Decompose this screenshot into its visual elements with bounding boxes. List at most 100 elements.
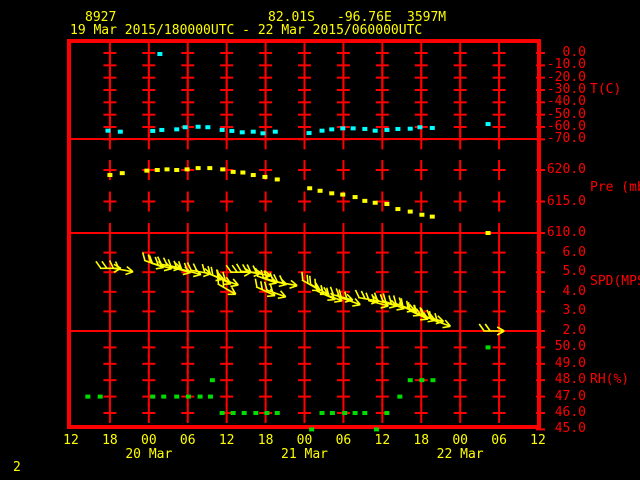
pressure-point (419, 212, 425, 217)
pressure-point (317, 188, 323, 193)
relative_humidity-point (97, 394, 103, 399)
temperature-point (105, 128, 111, 133)
temperature-point (329, 127, 335, 132)
temperature-point (182, 125, 188, 130)
relative_humidity-point (274, 411, 280, 415)
temperature-point (159, 127, 165, 132)
hour-label: 12 (63, 433, 79, 448)
relative_humidity-point (150, 394, 156, 399)
pressure-point (195, 166, 201, 171)
temperature-point (117, 129, 123, 134)
temperature-point (372, 128, 378, 133)
relative_humidity-point (373, 427, 379, 432)
pressure-point (220, 167, 226, 172)
pressure-point (372, 200, 378, 205)
temperature-point (260, 131, 266, 136)
wind-barb-glyph (216, 275, 237, 296)
pressure-point (485, 231, 491, 235)
date-label: 22 Mar (436, 447, 484, 462)
wind-barb (428, 310, 452, 329)
relative_humidity-tick-label: 47.0 (554, 388, 586, 404)
temperature-point (272, 129, 278, 134)
pressure-point (262, 174, 268, 179)
relative_humidity-point (485, 345, 491, 350)
time-range-label: 19 Mar 2015/180000UTC - 22 Mar 2015/0600… (70, 23, 423, 38)
temperature-point (384, 127, 390, 132)
pressure-tick-label: 615.0 (546, 193, 586, 209)
relative_humidity-point (241, 411, 247, 415)
pressure-unit-label: Pre (mb) (590, 179, 640, 195)
pressure-point (174, 168, 180, 172)
wind-barb (186, 262, 212, 278)
pressure-point (307, 186, 313, 191)
hour-label: 18 (413, 433, 430, 448)
relative_humidity-tick-label: 45.0 (554, 421, 586, 437)
hour-label: 00 (452, 433, 468, 448)
wind-barb-glyph (373, 292, 398, 309)
temperature-tick-label: -30.0 (546, 81, 586, 97)
temperature-point (174, 127, 180, 132)
wind-barb-glyph (216, 269, 239, 288)
wind_speed-tick-label: 5.0 (562, 264, 586, 280)
pressure-point (207, 166, 213, 171)
relative_humidity-point (85, 394, 91, 399)
station-longitude: -96.76E (337, 10, 392, 25)
wind-barb-glyph (186, 262, 212, 278)
pressure-point (340, 192, 346, 197)
temperature-point (485, 122, 491, 127)
wind_speed-tick-label: 2.0 (562, 323, 586, 338)
wind-barb-glyph (273, 273, 298, 290)
temperature-point (229, 128, 235, 133)
pressure-point (184, 167, 190, 172)
pressure-point (144, 168, 150, 173)
wind-barb-glyph (108, 260, 134, 276)
relative_humidity-point (309, 427, 315, 432)
pressure-point (352, 195, 358, 200)
station-latitude: 82.01S (268, 10, 315, 25)
pressure-point (329, 191, 335, 196)
wind-barb-glyph (478, 323, 505, 336)
wind-barb (108, 260, 134, 276)
relative_humidity-point (407, 378, 413, 383)
wind_speed-unit-label: SPD(MPS) (590, 274, 640, 289)
temperature-point (340, 126, 346, 131)
relative_humidity-tick-label: 49.0 (554, 355, 586, 371)
temperature-tick-label: 0.0 (562, 45, 586, 60)
temperature-point (205, 125, 211, 130)
wind-barb-glyph (320, 285, 343, 303)
pressure-tick-label: 620.0 (546, 162, 586, 177)
page-number: 2 (13, 460, 21, 475)
relative_humidity-point (352, 411, 358, 415)
pressure-point (250, 173, 256, 178)
relative_humidity-point (197, 394, 203, 399)
hour-label: 12 (530, 433, 546, 448)
wind-barb (273, 273, 298, 290)
temperature-tick-label: -60.0 (546, 118, 586, 134)
pressure-point (384, 202, 390, 207)
temperature-point (417, 125, 423, 130)
relative_humidity-tick-label: 50.0 (554, 339, 586, 355)
wind-barb-glyph (225, 264, 252, 277)
pressure-tick-label: 610.0 (546, 225, 586, 240)
temperature-point (150, 128, 156, 133)
hour-label: 12 (218, 433, 235, 448)
temperature-point (319, 128, 325, 133)
pressure-point (154, 168, 160, 172)
pressure-point (107, 173, 113, 178)
hour-label: 06 (335, 433, 352, 448)
relative_humidity-point (161, 394, 167, 399)
wind-barb (225, 264, 252, 277)
relative_humidity-point (430, 378, 436, 383)
wind-barb (338, 289, 361, 307)
hour-label: 12 (374, 433, 391, 448)
temperature-tick-label: -20.0 (546, 69, 586, 85)
pressure-point (362, 198, 368, 203)
relative_humidity-point (342, 411, 348, 415)
relative_humidity-point (319, 411, 325, 415)
relative_humidity-point (207, 394, 213, 399)
station-elevation: 3597M (407, 10, 447, 25)
temperature-tick-label: -50.0 (546, 106, 586, 122)
temperature-point (239, 130, 245, 135)
